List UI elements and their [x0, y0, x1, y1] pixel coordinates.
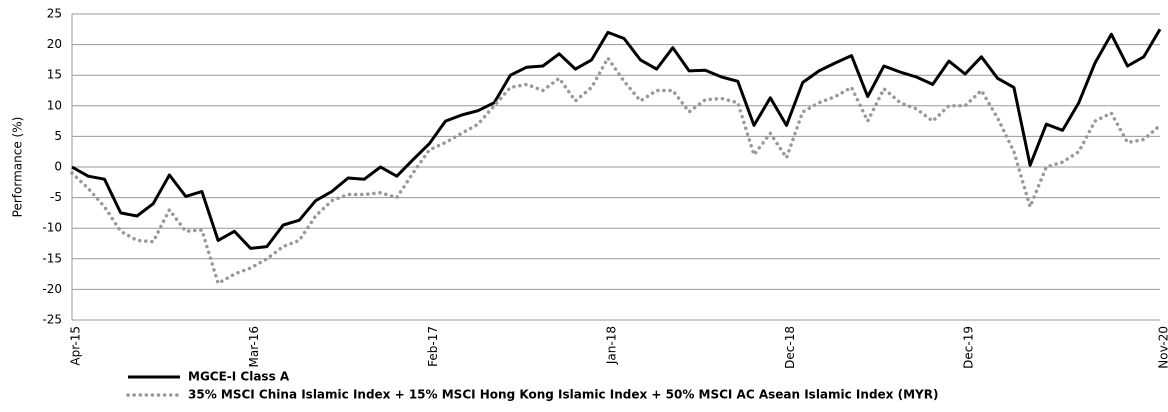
x-tick-label: Jan-18 [604, 326, 618, 365]
legend-label: MGCE-I Class A [188, 370, 290, 384]
y-tick-label: -25 [42, 313, 62, 327]
x-tick-label: Dec-19 [962, 326, 976, 369]
y-tick-label: 5 [54, 129, 62, 143]
x-tick-label: Dec-18 [783, 326, 797, 369]
y-tick-label: -15 [42, 251, 62, 265]
x-tick-label: Apr-15 [69, 326, 83, 366]
y-tick-label: -10 [42, 221, 62, 235]
y-tick-label: -5 [50, 190, 62, 204]
x-tick-label: Nov-20 [1157, 326, 1168, 369]
y-axis-label: Performance (%) [11, 117, 25, 218]
y-tick-label: 10 [47, 98, 62, 112]
x-tick-label: Mar-16 [247, 326, 261, 367]
series-line [72, 29, 1160, 248]
legend-label: 35% MSCI China Islamic Index + 15% MSCI … [188, 388, 938, 402]
y-tick-label: 20 [47, 37, 62, 51]
y-tick-label: -20 [42, 282, 62, 296]
y-tick-label: 15 [47, 68, 62, 82]
x-tick-label: Feb-17 [426, 326, 440, 367]
y-tick-label: 25 [47, 7, 62, 21]
y-tick-label: 0 [54, 160, 62, 174]
series-line [72, 58, 1160, 283]
